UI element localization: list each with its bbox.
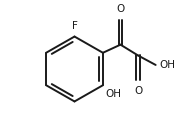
Text: F: F — [72, 21, 77, 31]
Text: O: O — [116, 4, 125, 14]
Text: O: O — [134, 86, 142, 96]
Text: OH: OH — [160, 60, 176, 70]
Text: OH: OH — [106, 89, 122, 99]
